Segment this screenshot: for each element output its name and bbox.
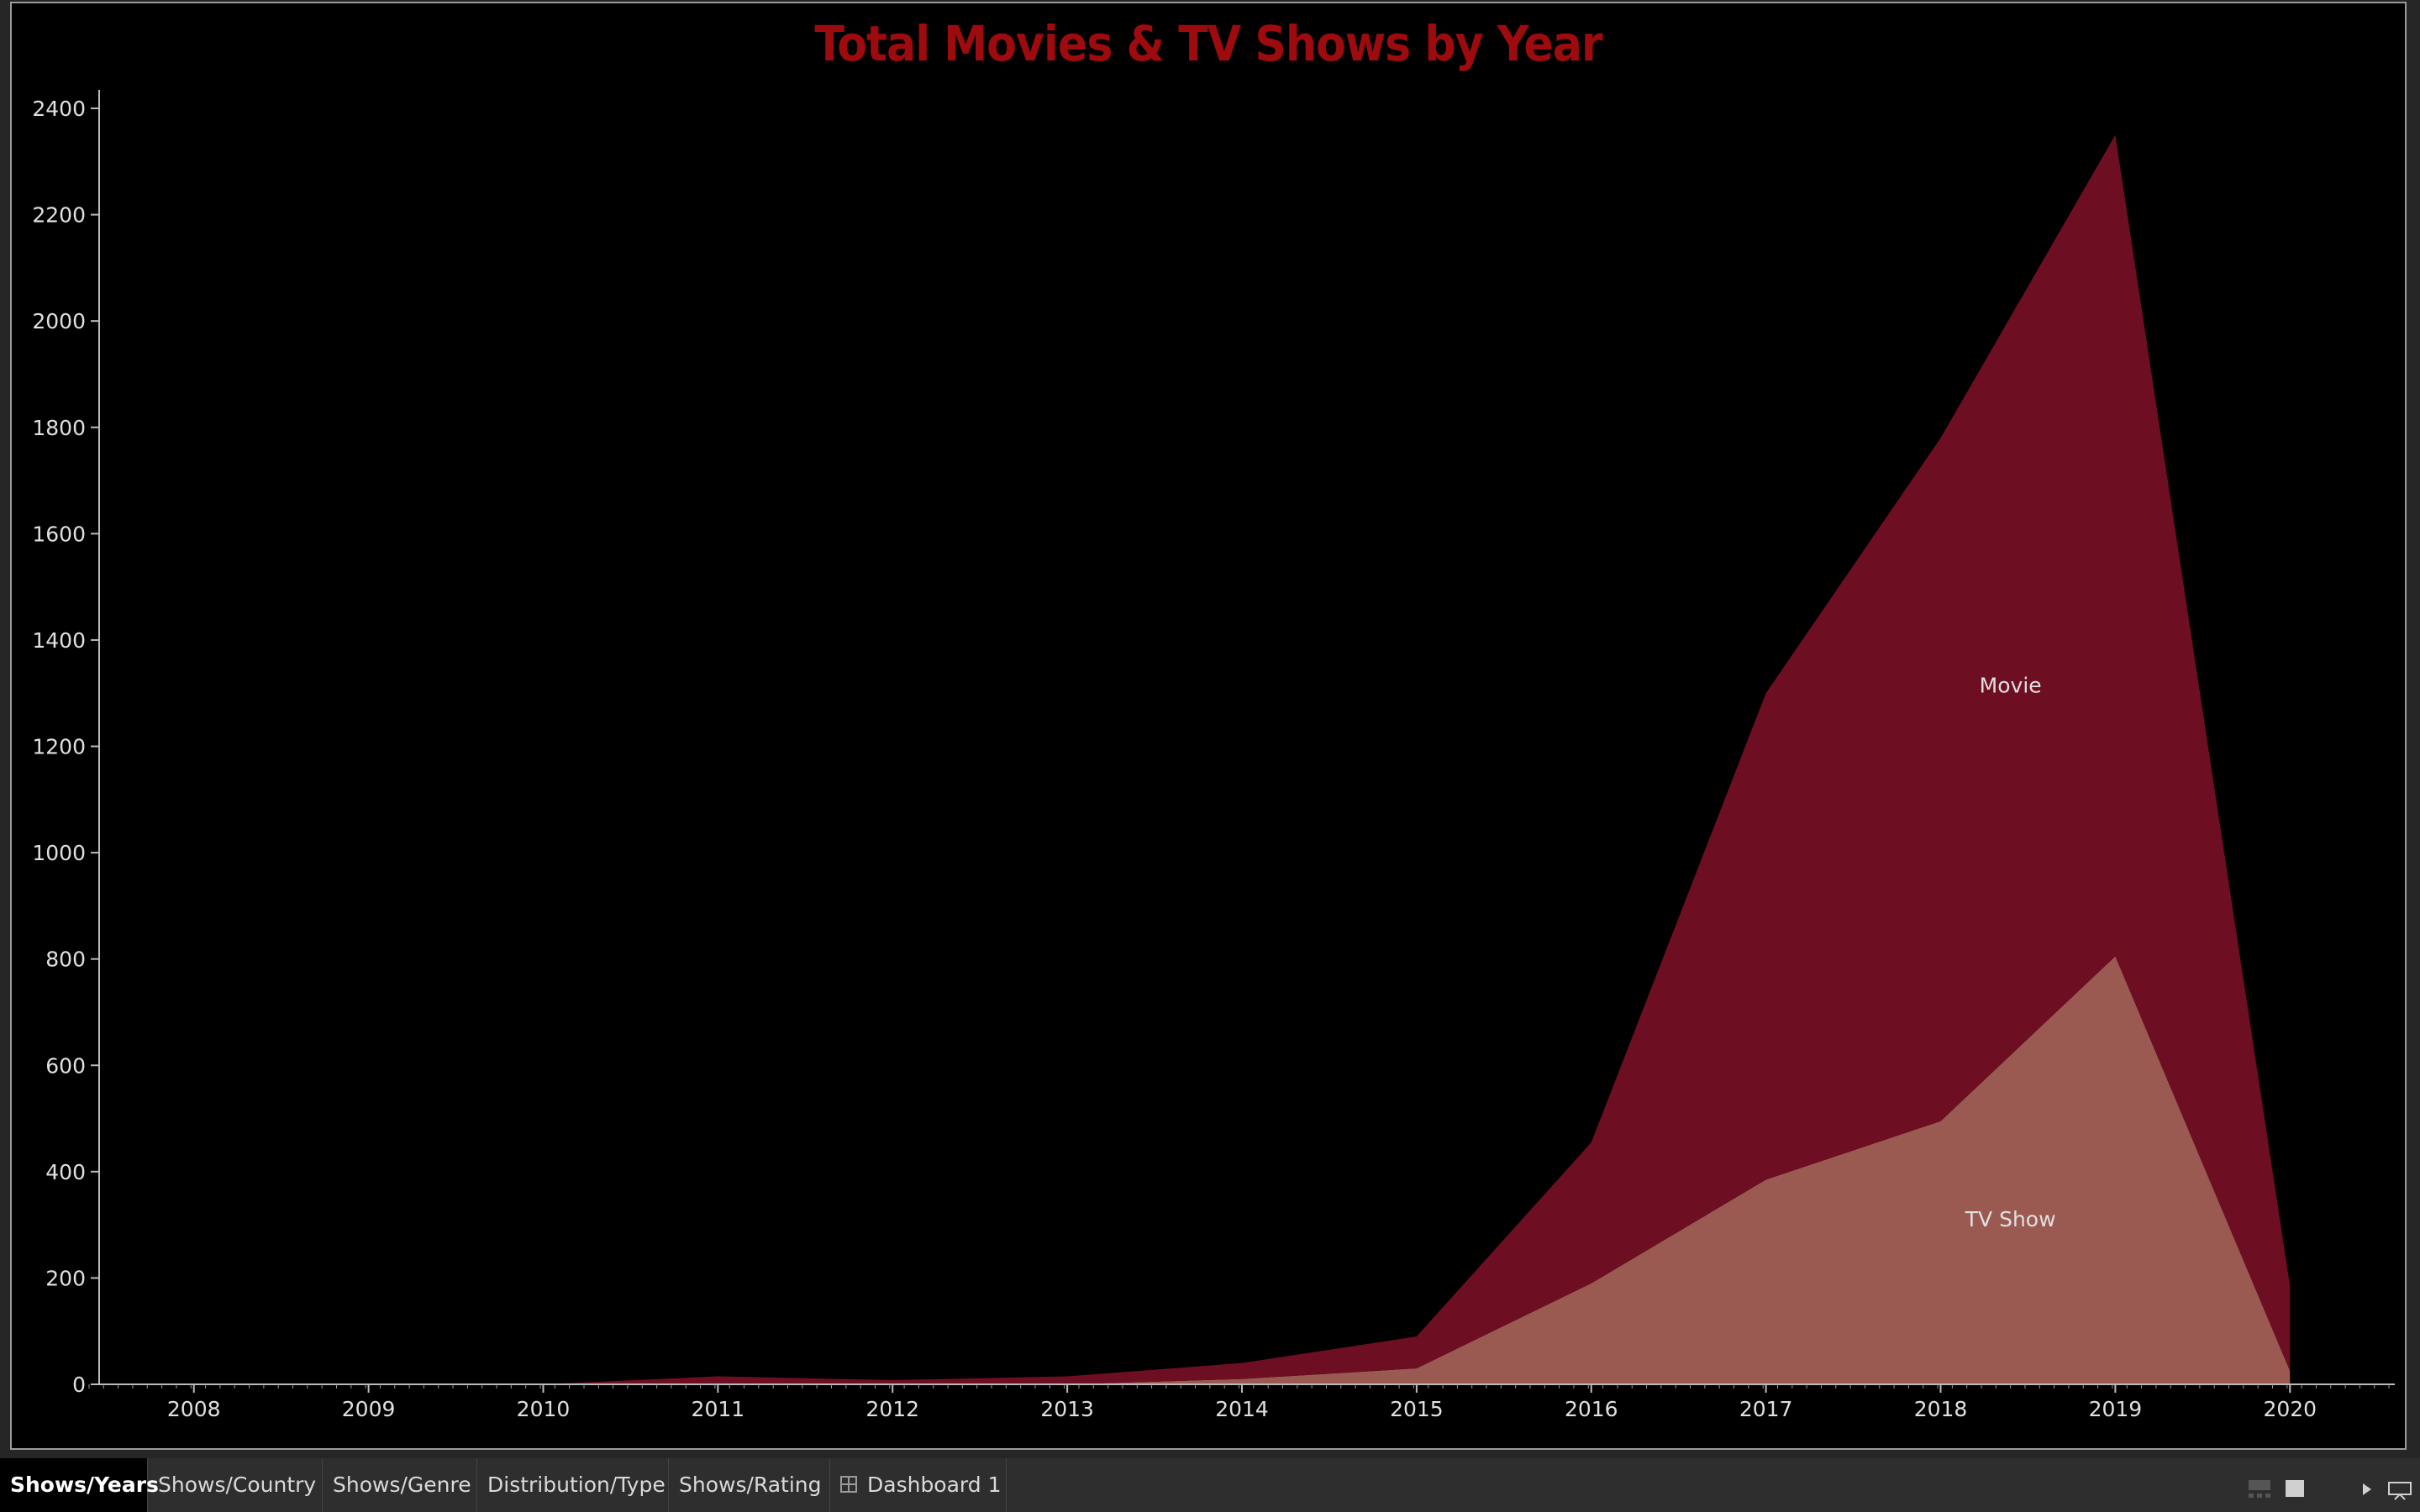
single-view-icon[interactable] [2286,1480,2306,1502]
x-tick-label: 2013 [1040,1397,1094,1421]
play-icon[interactable] [2361,1480,2373,1502]
x-tick-label: 2020 [2263,1397,2317,1421]
tab-label: Shows/Years [10,1473,159,1497]
tab-label: Shows/Genre [333,1473,471,1497]
tab-label: Distribution/Type [487,1473,666,1497]
y-tick-label: 600 [45,1053,86,1078]
x-tick-label: 2019 [2089,1397,2143,1421]
sheet-tab-bar: Shows/Years Shows/Country Shows/Genre Di… [0,1458,2420,1512]
y-tick-label: 400 [45,1160,86,1184]
y-tick-label: 2200 [32,203,86,228]
y-tick-label: 0 [72,1373,86,1397]
x-tick-label: 2009 [342,1397,396,1421]
x-tick-label: 2014 [1215,1397,1269,1421]
x-tick-label: 2018 [1914,1397,1968,1421]
area-chart: TV Show Movie 0 200 400 600 800 1000 1200 1400 160… [32,90,2395,1421]
series-area-tv-show [193,956,2291,1384]
series-label-tv-show: TV Show [1965,1207,2056,1231]
y-tick-label: 1000 [32,841,86,865]
viz-frame: TV Show Movie 0 200 400 600 800 1000 1200 1400 160… [10,2,2407,1450]
x-tick-label: 2008 [167,1397,221,1421]
tab-label: Shows/Country [158,1473,317,1497]
x-tick-label: 2017 [1739,1397,1793,1421]
series-area-movie [193,134,2291,1384]
x-tick-label: 2016 [1565,1397,1618,1421]
tab-shows-years[interactable]: Shows/Years [0,1458,159,1512]
chart-title: Total Movies & TV Shows by Year [814,15,1602,72]
tab-label: Shows/Rating [679,1473,822,1497]
tab-label: Dashboard 1 [867,1473,1002,1497]
x-tick-label: 2012 [865,1397,919,1421]
x-tick-label: 2010 [517,1397,571,1421]
x-tick-label: 2011 [692,1397,745,1421]
y-tick-label: 200 [45,1266,86,1290]
y-tick-label: 1600 [32,522,86,546]
tab-shows-country[interactable]: Shows/Country [148,1458,323,1512]
y-tick-label: 800 [45,948,86,972]
series-label-movie: Movie [1980,674,2042,698]
x-tick-label: 2015 [1390,1397,1444,1421]
presentation-mode-icon[interactable] [2388,1480,2412,1504]
y-tick-label: 1400 [32,628,86,653]
y-tick-label: 1800 [32,416,86,440]
tab-shows-genre[interactable]: Shows/Genre [323,1458,477,1512]
y-tick-label: 2000 [32,309,86,333]
tab-dashboard-1[interactable]: Dashboard 1 [830,1458,1007,1512]
tab-distribution-type[interactable]: Distribution/Type [477,1458,669,1512]
tab-shows-rating[interactable]: Shows/Rating [669,1458,830,1512]
dashboard-grid-icon [840,1476,857,1493]
filmstrip-view-icon[interactable] [2249,1480,2270,1502]
y-tick-label: 2400 [32,97,86,121]
y-tick-label: 1200 [32,735,86,759]
